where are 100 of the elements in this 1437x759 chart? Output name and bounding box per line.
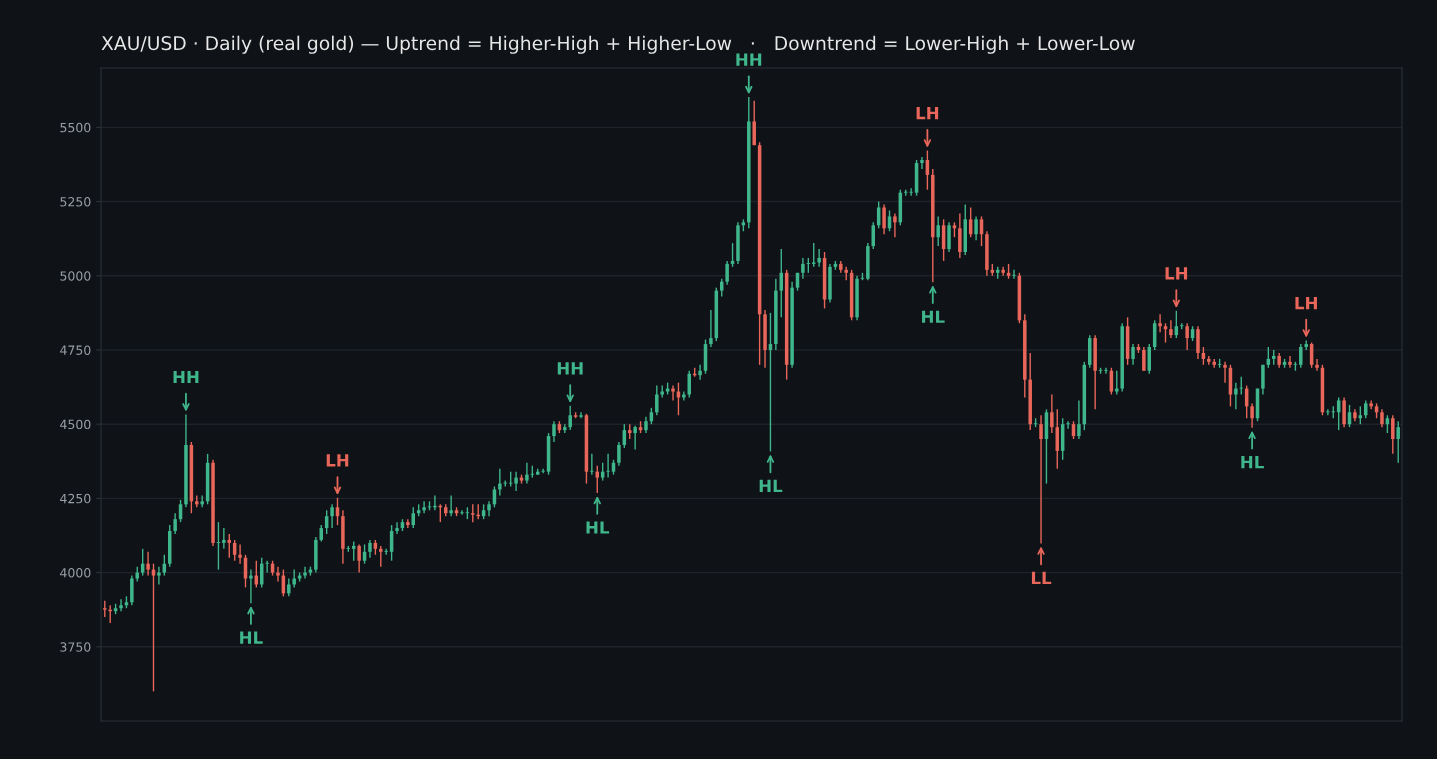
candlestick [303, 565, 307, 580]
candlestick [1012, 269, 1016, 280]
candlestick [1104, 367, 1108, 375]
candlestick [1342, 396, 1346, 428]
candlestick [216, 521, 221, 571]
candlestick [514, 470, 518, 492]
candlestick [525, 462, 529, 485]
candlestick [1234, 381, 1238, 411]
candlestick [893, 212, 897, 238]
candlestick [265, 560, 269, 574]
annotation: HL [922, 310, 945, 323]
annotation: LH [916, 107, 939, 120]
annotation: HL [586, 521, 610, 534]
candlestick [1250, 402, 1254, 429]
candlestick [552, 420, 556, 443]
candlestick [449, 494, 453, 517]
candlestick [173, 512, 177, 535]
candlestick [330, 503, 334, 529]
candlestick [379, 545, 383, 568]
annotation: LH [326, 454, 349, 467]
candlestick [671, 384, 675, 402]
candlestick [936, 215, 940, 247]
annotation: HH [173, 370, 199, 384]
y-tick-label: 5500 [60, 122, 91, 133]
candlestick [655, 384, 659, 416]
candlestick [958, 212, 962, 259]
candlestick [357, 543, 361, 574]
candlestick [1326, 408, 1330, 416]
candlestick [1001, 266, 1005, 277]
y-tick-label: 3750 [60, 642, 91, 652]
candlestick [568, 405, 572, 431]
candlestick [395, 521, 399, 535]
candlestick [406, 518, 410, 529]
annotation: HH [557, 362, 583, 375]
candlestick [1077, 399, 1081, 440]
candlestick [752, 99, 756, 146]
annotation: HL [240, 631, 263, 644]
candlestick [146, 551, 150, 577]
candlestick [227, 533, 232, 559]
candlestick [1299, 343, 1303, 369]
candlestick [1391, 414, 1395, 455]
candlestick [1185, 322, 1189, 351]
candlestick [1142, 346, 1146, 372]
candlestick [801, 257, 805, 280]
y-tick-label: 4750 [60, 345, 91, 355]
candlestick [1050, 393, 1054, 434]
candlestick [498, 468, 502, 497]
candlestick [1131, 343, 1135, 366]
candlestick [1169, 319, 1173, 339]
annotation: HH [736, 53, 762, 66]
candlestick [698, 364, 702, 381]
candlestick [909, 187, 913, 197]
chart-title: XAU/USD · Daily (real gold) — Uptrend = Higher-High + Higher-Low · Downtrend = Lower-High + Lower-Low [101, 35, 1135, 54]
annotation: HL [759, 479, 783, 492]
candlestick [1039, 414, 1043, 545]
candlestick [1158, 313, 1162, 333]
candlestick [725, 260, 729, 286]
candlestick [460, 509, 464, 516]
candlestick [617, 441, 621, 467]
candlestick [541, 468, 545, 474]
candlestick [1315, 358, 1319, 372]
candlestick [1223, 361, 1227, 384]
candlestick [947, 221, 951, 253]
candlestick [249, 568, 253, 604]
candlestick [1396, 420, 1400, 464]
candlestick [238, 543, 242, 565]
candlestick [1115, 370, 1119, 396]
candlestick [730, 242, 735, 268]
candlestick [1163, 322, 1168, 344]
candlestick [1369, 399, 1373, 411]
candlestick [119, 598, 123, 612]
candlestick [130, 574, 134, 606]
annotation: LH [1295, 297, 1317, 310]
candlestick [882, 203, 886, 235]
candlestick [222, 527, 226, 550]
candlestick [606, 453, 610, 479]
candlestick [920, 156, 924, 170]
annotation: LH [1165, 267, 1188, 280]
candlestick [709, 309, 713, 348]
candlestick [276, 565, 280, 583]
y-tick-label: 4250 [60, 493, 91, 504]
candlestick [351, 540, 356, 562]
candlestick [1196, 325, 1200, 360]
candlestick [633, 424, 637, 451]
candlestick [811, 242, 816, 268]
y-tick-label: 5250 [60, 197, 91, 207]
candlestick [1288, 355, 1292, 369]
candlestick [157, 565, 161, 586]
y-tick-label: 4000 [60, 568, 91, 578]
candlestick [817, 248, 821, 268]
annotation: LL [1031, 571, 1052, 585]
y-tick-label: 5000 [60, 271, 91, 281]
annotation: HL [1241, 456, 1264, 469]
candlestick [579, 411, 583, 419]
y-tick-label: 4500 [60, 419, 91, 430]
candlestick [1066, 420, 1070, 430]
candlestick [974, 215, 978, 241]
candlestick [590, 453, 594, 476]
candlestick [422, 500, 426, 514]
candlestick [1261, 364, 1265, 396]
